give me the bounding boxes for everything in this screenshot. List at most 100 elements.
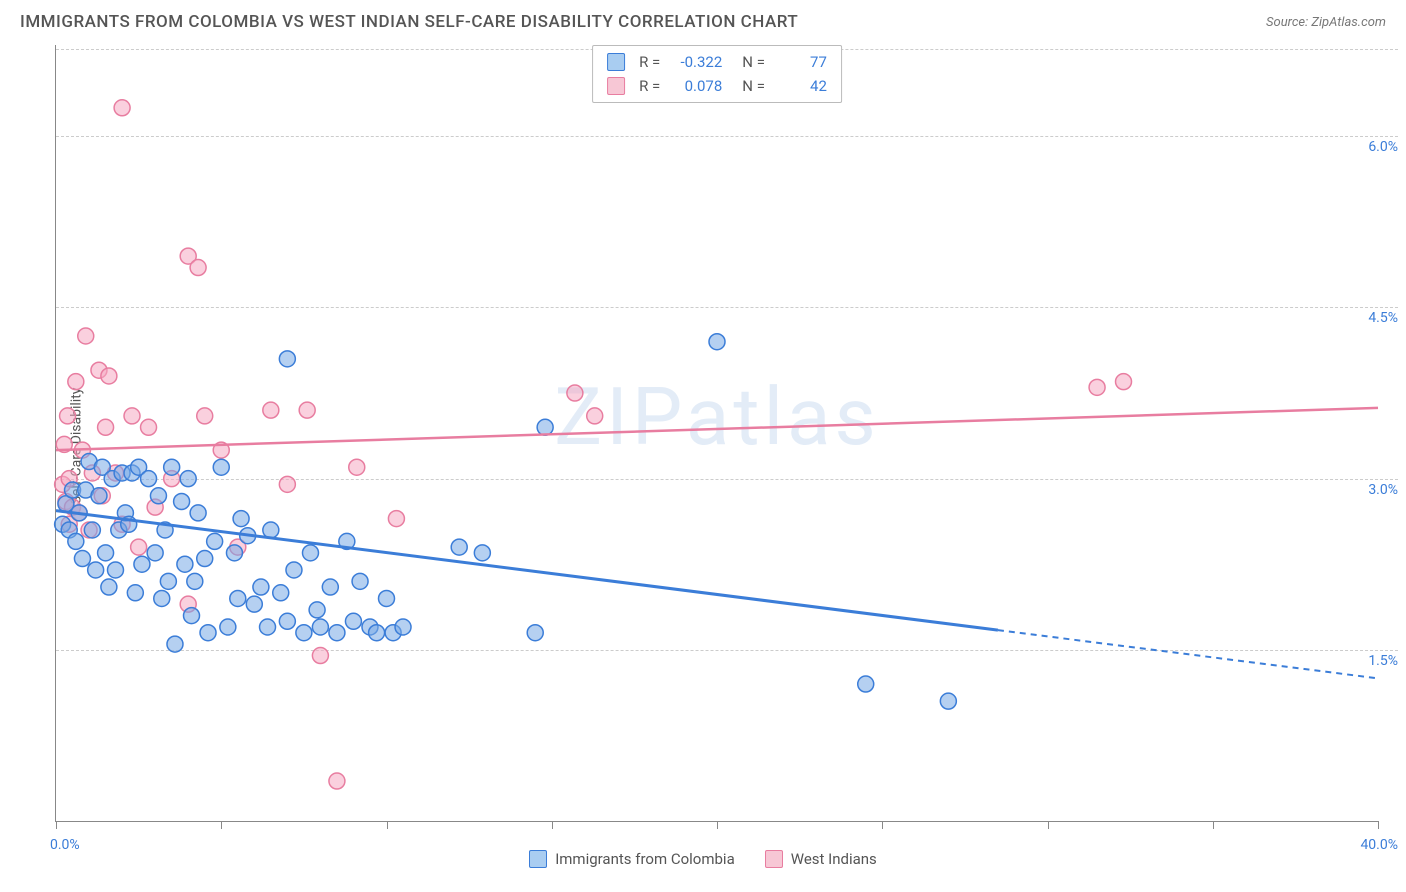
legend-row-westindian: R = 0.078 N = 42	[607, 74, 827, 98]
x-tick	[387, 821, 388, 829]
scatter-point	[279, 476, 295, 492]
swatch-westindian-bottom	[765, 850, 783, 868]
scatter-point	[263, 402, 279, 418]
scatter-point	[352, 573, 368, 589]
scatter-point	[537, 419, 553, 435]
scatter-point	[74, 551, 90, 567]
scatter-point	[127, 585, 143, 601]
scatter-point	[322, 579, 338, 595]
scatter-svg	[56, 45, 1378, 821]
scatter-point	[84, 522, 100, 538]
scatter-point	[369, 625, 385, 641]
scatter-point	[78, 328, 94, 344]
scatter-point	[312, 619, 328, 635]
r-label: R =	[639, 50, 660, 74]
swatch-westindian	[607, 77, 625, 95]
scatter-point	[587, 408, 603, 424]
scatter-point	[134, 556, 150, 572]
scatter-point	[190, 260, 206, 276]
scatter-point	[174, 493, 190, 509]
scatter-point	[207, 533, 223, 549]
n-value-westindian: 42	[775, 74, 827, 98]
scatter-point	[273, 585, 289, 601]
scatter-point	[200, 625, 216, 641]
x-tick	[552, 821, 553, 829]
r-value-colombia: -0.322	[670, 50, 722, 74]
scatter-point	[184, 608, 200, 624]
scatter-point	[177, 556, 193, 572]
scatter-point	[88, 562, 104, 578]
x-tick	[717, 821, 718, 829]
chart-plot-area: R = -0.322 N = 77 R = 0.078 N = 42 ZIPat…	[55, 45, 1378, 822]
scatter-point	[141, 419, 157, 435]
scatter-point	[98, 419, 114, 435]
scatter-point	[124, 408, 140, 424]
source-label: Source: ZipAtlas.com	[1266, 15, 1386, 30]
regression-line	[56, 408, 1378, 450]
scatter-point	[296, 625, 312, 641]
scatter-point	[349, 459, 365, 475]
x-tick	[56, 821, 57, 829]
scatter-point	[160, 573, 176, 589]
scatter-point	[68, 374, 84, 390]
legend-series: Immigrants from Colombia West Indians	[0, 850, 1406, 868]
scatter-point	[154, 590, 170, 606]
legend-correlation: R = -0.322 N = 77 R = 0.078 N = 42	[592, 45, 842, 103]
scatter-point	[147, 545, 163, 561]
scatter-point	[379, 590, 395, 606]
scatter-point	[527, 625, 543, 641]
swatch-colombia	[607, 53, 625, 71]
x-tick	[1048, 821, 1049, 829]
n-label: N =	[742, 50, 765, 74]
scatter-point	[395, 619, 411, 635]
scatter-point	[312, 648, 328, 664]
scatter-point	[858, 676, 874, 692]
chart-title: IMMIGRANTS FROM COLOMBIA VS WEST INDIAN …	[20, 12, 798, 32]
scatter-point	[233, 511, 249, 527]
scatter-point	[197, 408, 213, 424]
r-value-westindian: 0.078	[670, 74, 722, 98]
scatter-point	[279, 613, 295, 629]
regression-line	[998, 630, 1378, 678]
legend-row-colombia: R = -0.322 N = 77	[607, 50, 827, 74]
legend-item-westindian: West Indians	[765, 850, 877, 868]
scatter-point	[190, 505, 206, 521]
scatter-point	[329, 773, 345, 789]
n-value-colombia: 77	[775, 50, 827, 74]
scatter-point	[164, 459, 180, 475]
scatter-point	[60, 408, 76, 424]
r-label: R =	[639, 74, 660, 98]
scatter-point	[141, 471, 157, 487]
scatter-point	[197, 551, 213, 567]
scatter-point	[329, 625, 345, 641]
scatter-point	[246, 596, 262, 612]
swatch-colombia-bottom	[529, 850, 547, 868]
scatter-point	[451, 539, 467, 555]
scatter-point	[220, 619, 236, 635]
legend-label-westindian: West Indians	[791, 850, 877, 868]
scatter-point	[226, 545, 242, 561]
scatter-point	[309, 602, 325, 618]
scatter-point	[279, 351, 295, 367]
scatter-point	[91, 488, 107, 504]
scatter-point	[299, 402, 315, 418]
scatter-point	[131, 539, 147, 555]
scatter-point	[150, 488, 166, 504]
n-label: N =	[742, 74, 765, 98]
scatter-point	[474, 545, 490, 561]
scatter-point	[567, 385, 583, 401]
scatter-point	[1116, 374, 1132, 390]
scatter-point	[1089, 379, 1105, 395]
x-tick	[882, 821, 883, 829]
scatter-point	[101, 579, 117, 595]
scatter-point	[260, 619, 276, 635]
scatter-point	[302, 545, 318, 561]
scatter-point	[345, 613, 361, 629]
legend-label-colombia: Immigrants from Colombia	[555, 850, 735, 868]
scatter-point	[107, 562, 123, 578]
scatter-point	[180, 471, 196, 487]
scatter-point	[286, 562, 302, 578]
scatter-point	[230, 590, 246, 606]
scatter-point	[101, 368, 117, 384]
legend-item-colombia: Immigrants from Colombia	[529, 850, 735, 868]
